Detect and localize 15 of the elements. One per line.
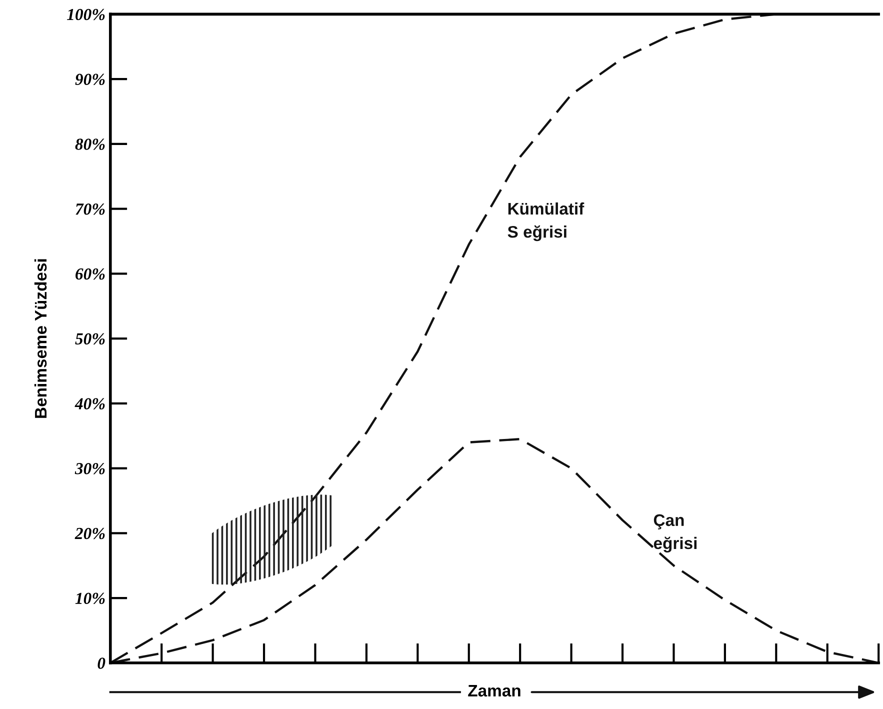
y-tick-label: 10% (75, 592, 105, 604)
y-tick-label: 50% (75, 333, 105, 345)
y-tick-label: 90% (75, 74, 105, 86)
y-tick-label: 20% (74, 528, 105, 540)
series-label: Kümülatif S eğrisi (508, 202, 584, 242)
y-tick-label: 30% (74, 462, 105, 474)
y-tick-label: 100% (67, 8, 105, 20)
series-label: Çan eğrisi (654, 514, 697, 553)
y-tick-label: 70% (76, 204, 105, 215)
x-axis-title: Zaman (468, 684, 520, 697)
y-tick-label: 40% (74, 398, 105, 410)
y-tick-label: 80% (75, 138, 105, 150)
y-axis-title: Benimseme Yüzdesi (34, 259, 47, 418)
y-tick-label: 0 (98, 658, 106, 669)
y-tick-label: 60% (76, 268, 105, 280)
